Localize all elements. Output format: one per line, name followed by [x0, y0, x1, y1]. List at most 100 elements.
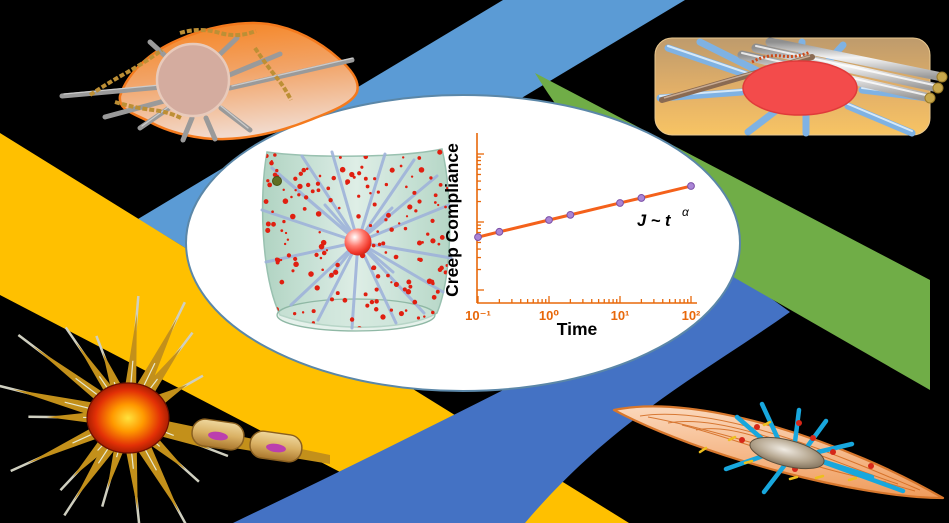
- tracer-dot: [430, 238, 436, 244]
- tracer-dot: [282, 198, 289, 204]
- data-marker: [495, 227, 504, 236]
- x-tick-label-3: 10²: [682, 308, 701, 323]
- tracer-dot: [417, 156, 422, 160]
- tracer-dot: [431, 310, 435, 315]
- cell-nucleus: [155, 42, 231, 118]
- microtubule-cyan-rods: [723, 401, 906, 495]
- tracer-dot: [393, 254, 399, 260]
- tracer-dot: [376, 190, 380, 194]
- tracer-dot: [374, 287, 379, 292]
- tracer-dot: [338, 155, 342, 159]
- tracer-dot: [444, 205, 447, 209]
- tracer-dot: [417, 199, 422, 204]
- tracer-dot: [438, 182, 443, 187]
- tracer-dot: [418, 167, 425, 173]
- tracer-dot: [326, 186, 331, 191]
- tracer-dot: [270, 160, 273, 163]
- tracer-dot: [293, 176, 298, 181]
- tracer-dot: [397, 222, 401, 225]
- y-axis-label: Creep Compliance: [442, 143, 462, 297]
- tracer-dot: [331, 175, 336, 181]
- tracer-dot: [349, 171, 355, 178]
- power-law-exponent: α: [682, 205, 690, 219]
- tracer-dot: [275, 257, 281, 263]
- schwann-cell-nucleus: [266, 443, 286, 453]
- tracer-dot: [365, 184, 370, 189]
- tracer-dot: [335, 262, 340, 268]
- data-marker: [616, 199, 624, 207]
- tracer-dot: [414, 209, 418, 213]
- fibroblast-cell-icon: [59, 21, 359, 143]
- tracer-dot: [290, 213, 296, 220]
- tracer-dot: [365, 303, 370, 308]
- tracer-dot: [433, 201, 437, 204]
- tracer-dot: [437, 242, 441, 246]
- tracer-dot: [407, 204, 413, 210]
- tracer-dot: [273, 153, 277, 157]
- tracer-dot: [389, 227, 394, 232]
- tracer-dot: [321, 268, 324, 272]
- tracer-dot: [439, 235, 445, 240]
- tracer-dot: [269, 160, 274, 166]
- tracer-dot: [402, 156, 405, 159]
- tracer-dot: [282, 219, 286, 224]
- bead-chain-filament: [751, 50, 811, 64]
- tracer-dot: [405, 185, 408, 189]
- tracer-dot: [303, 195, 309, 200]
- tracer-dot: [315, 211, 322, 217]
- data-marker: [545, 216, 553, 224]
- tracer-dot: [429, 176, 433, 180]
- tracer-dot: [376, 230, 380, 233]
- tracer-dot: [283, 242, 287, 246]
- tracer-dot: [416, 240, 423, 246]
- x-tick-label-0: 10⁻¹: [465, 308, 491, 323]
- tracer-dot: [349, 317, 355, 322]
- tracer-dot: [430, 218, 435, 223]
- dendrite: [46, 411, 99, 424]
- dendrite: [124, 313, 137, 390]
- tracer-dot: [356, 214, 361, 219]
- tracer-dot: [293, 256, 298, 262]
- dendrite: [125, 446, 138, 511]
- tracer-dot: [352, 175, 356, 179]
- dendrite: [12, 389, 102, 418]
- tracer-dot: [320, 239, 327, 246]
- tracer-dot: [280, 229, 284, 233]
- x-tick-label-1: 10⁰: [539, 308, 559, 323]
- tracer-dot: [399, 164, 403, 168]
- myelin-sheath: [191, 418, 303, 463]
- tracer-dot: [297, 183, 303, 190]
- tracer-dot: [405, 289, 412, 295]
- tracer-dot: [302, 206, 307, 211]
- neuron-soma: [86, 382, 170, 454]
- tracer-dot: [342, 297, 348, 303]
- tracer-dot: [371, 265, 377, 271]
- tracer-dot: [271, 210, 274, 214]
- tracer-dot: [412, 299, 418, 305]
- tracer-dot: [418, 257, 423, 263]
- tracer-dot: [423, 315, 426, 318]
- dendrite: [135, 440, 180, 514]
- tracer-dot: [404, 309, 408, 312]
- tracer-dot: [263, 199, 269, 204]
- dendrite: [102, 352, 124, 393]
- dendrite: [27, 424, 105, 464]
- tracer-dot: [380, 314, 386, 320]
- dendrite: [32, 345, 109, 405]
- neuron-cell-icon: [0, 295, 330, 523]
- tracer-dot: [384, 218, 388, 222]
- tracer-dot: [373, 177, 377, 181]
- tracer-dot: [443, 270, 448, 275]
- organelle-dot: [272, 176, 282, 186]
- tracer-dot: [308, 271, 314, 277]
- tracer-dot: [266, 179, 270, 183]
- tracer-dot: [381, 241, 386, 246]
- x-axis-label: Time: [557, 319, 598, 339]
- data-marker: [687, 182, 695, 190]
- data-marker: [566, 210, 575, 219]
- tracer-dot: [318, 231, 321, 234]
- tracer-dot: [328, 198, 333, 203]
- x-tick-label-2: 10¹: [611, 308, 630, 323]
- tracer-dot: [393, 281, 399, 288]
